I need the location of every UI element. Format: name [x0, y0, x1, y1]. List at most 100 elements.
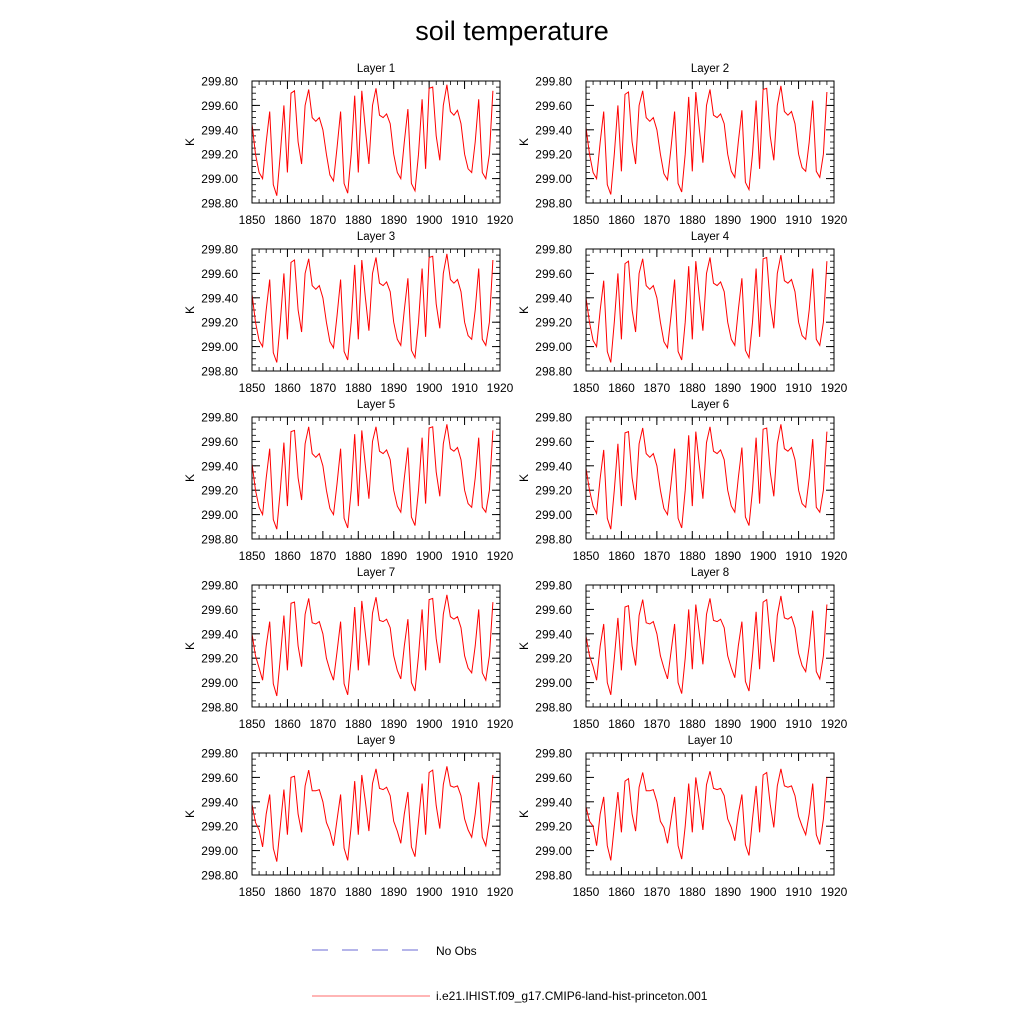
y-tick-label: 299.20: [535, 316, 572, 330]
x-tick-label: 1850: [573, 213, 600, 227]
x-tick-label: 1850: [239, 885, 266, 899]
panel-title: Layer 5: [357, 399, 395, 411]
x-tick-label: 1900: [416, 549, 443, 563]
y-tick-label: 299.40: [201, 459, 238, 473]
x-tick-label: 1890: [714, 885, 741, 899]
plot-frame: [251, 416, 501, 540]
y-tick-label: 299.00: [535, 508, 572, 522]
y-tick-label: 299.40: [535, 459, 572, 473]
panel-title: Layer 6: [691, 399, 729, 411]
panel-title: Layer 3: [357, 231, 395, 243]
panels-grid: Layer 1 1850 1860 1870 1880 1890 1900 1910 1920 2…: [183, 63, 848, 899]
y-tick-label: 299.20: [201, 652, 238, 666]
y-tick-label: 299.80: [535, 75, 572, 89]
panel-title: Layer 10: [688, 735, 733, 747]
x-tick-label: 1870: [644, 717, 671, 731]
panel-layer-4: Layer 4 1850 1860 1870 1880 1890 1900 1910 1920 2…: [517, 231, 848, 395]
panel-title: Layer 1: [357, 63, 395, 75]
panel-layer-3: Layer 3 1850 1860 1870 1880 1890 1900 1910 1920 2…: [183, 231, 514, 395]
y-tick-label: 299.00: [201, 676, 238, 690]
y-tick-label: 299.00: [201, 340, 238, 354]
y-tick-label: 299.20: [201, 316, 238, 330]
y-tick-label: 299.40: [535, 291, 572, 305]
x-tick-label: 1920: [821, 213, 848, 227]
x-tick-label: 1900: [416, 717, 443, 731]
x-tick-label: 1850: [573, 549, 600, 563]
y-tick-label: 298.80: [201, 197, 238, 211]
y-tick-label: 299.60: [535, 771, 572, 785]
x-tick-label: 1910: [785, 213, 812, 227]
y-tick-label: 299.40: [535, 795, 572, 809]
x-tick-label: 1920: [487, 549, 514, 563]
x-tick-label: 1880: [345, 381, 372, 395]
x-tick-label: 1880: [345, 549, 372, 563]
y-tick-label: 299.40: [201, 123, 238, 137]
x-tick-label: 1850: [239, 717, 266, 731]
x-tick-label: 1920: [821, 381, 848, 395]
x-tick-label: 1890: [380, 717, 407, 731]
x-tick-label: 1880: [679, 213, 706, 227]
x-tick-label: 1890: [380, 213, 407, 227]
panel-title: Layer 2: [691, 63, 729, 75]
series-line: [251, 84, 494, 196]
legend: No Obs i.e21.IHIST.f09_g17.CMIP6-land-hi…: [312, 944, 708, 1003]
series-line: [585, 424, 828, 530]
series-line: [251, 766, 494, 862]
y-tick-label: 299.00: [535, 172, 572, 186]
y-tick-label: 299.20: [535, 652, 572, 666]
y-tick-label: 299.80: [535, 411, 572, 425]
y-tick-label: 299.40: [201, 795, 238, 809]
y-tick-label: 299.60: [535, 267, 572, 281]
x-tick-label: 1880: [679, 549, 706, 563]
x-tick-label: 1860: [608, 717, 635, 731]
x-tick-label: 1920: [487, 381, 514, 395]
y-tick-label: 298.80: [535, 701, 572, 715]
y-tick-label: 299.40: [201, 627, 238, 641]
series-line: [585, 595, 828, 695]
x-tick-label: 1870: [644, 213, 671, 227]
x-tick-label: 1880: [345, 213, 372, 227]
plot-frame: [585, 416, 835, 540]
y-axis-label: K: [183, 810, 197, 818]
x-tick-label: 1880: [345, 885, 372, 899]
panel-layer-1: Layer 1 1850 1860 1870 1880 1890 1900 1910 1920 2…: [183, 63, 514, 227]
x-tick-label: 1860: [608, 213, 635, 227]
y-axis-label: K: [517, 810, 531, 818]
panel-title: Layer 4: [691, 231, 730, 243]
y-tick-label: 299.80: [201, 75, 238, 89]
y-tick-label: 299.80: [535, 579, 572, 593]
y-tick-label: 299.40: [201, 291, 238, 305]
legend-label-model: i.e21.IHIST.f09_g17.CMIP6-land-hist-prin…: [436, 989, 708, 1003]
x-tick-label: 1900: [750, 381, 777, 395]
x-tick-label: 1870: [644, 549, 671, 563]
x-tick-label: 1920: [487, 717, 514, 731]
x-tick-label: 1850: [239, 381, 266, 395]
y-axis-label: K: [183, 642, 197, 650]
y-tick-label: 299.00: [535, 844, 572, 858]
x-tick-label: 1850: [239, 213, 266, 227]
y-tick-label: 299.20: [535, 484, 572, 498]
y-tick-label: 299.00: [201, 508, 238, 522]
x-tick-label: 1870: [310, 213, 337, 227]
x-tick-label: 1900: [416, 381, 443, 395]
x-tick-label: 1910: [785, 381, 812, 395]
x-tick-label: 1870: [310, 885, 337, 899]
y-tick-label: 299.80: [535, 243, 572, 257]
series-line: [585, 85, 828, 195]
y-tick-label: 299.20: [201, 148, 238, 162]
x-tick-label: 1890: [714, 381, 741, 395]
x-tick-label: 1850: [239, 549, 266, 563]
panel-layer-8: Layer 8 1850 1860 1870 1880 1890 1900 1910 1920 2…: [517, 567, 848, 731]
x-tick-label: 1860: [274, 717, 301, 731]
y-axis-label: K: [517, 138, 531, 146]
y-tick-label: 299.60: [201, 435, 238, 449]
x-tick-label: 1870: [310, 549, 337, 563]
x-tick-label: 1900: [750, 213, 777, 227]
plot-frame: [251, 80, 501, 204]
x-tick-label: 1890: [380, 549, 407, 563]
x-tick-label: 1890: [714, 717, 741, 731]
y-axis-label: K: [517, 474, 531, 482]
y-axis-label: K: [517, 642, 531, 650]
x-tick-label: 1860: [274, 549, 301, 563]
